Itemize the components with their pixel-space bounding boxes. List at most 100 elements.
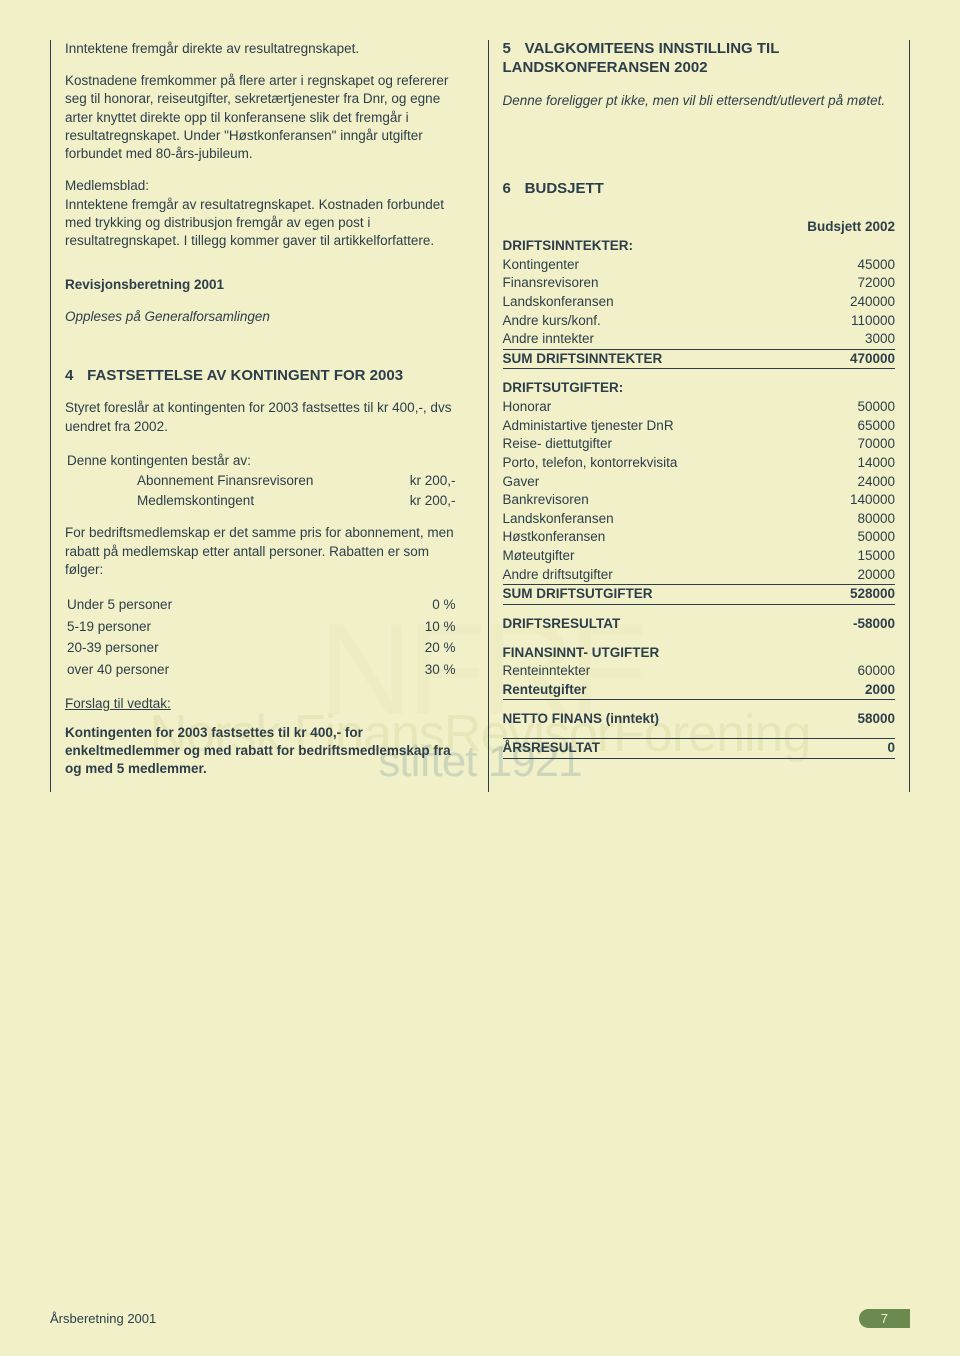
section-5-title: VALGKOMITEENS INNSTILLING TIL LANDSKONFE…: [503, 40, 780, 76]
rabatt-label-1: 5-19 personer: [67, 617, 366, 637]
table-row: Honorar50000: [503, 398, 896, 417]
forslag-label: Forslag til vedtak:: [65, 695, 458, 713]
year-result-v: 0: [764, 739, 895, 759]
table-row: Reise- diettutgifter70000: [503, 435, 896, 454]
table-row: Finansrevisoren72000: [503, 274, 896, 293]
inc-v-1: 72000: [764, 274, 895, 293]
left-p3: Medlemsblad: Inntektene fremgår av resul…: [65, 177, 458, 250]
expense-header: DRIFTSUTGIFTER:: [503, 369, 764, 398]
rabatt-pct-1: 10 %: [368, 617, 456, 637]
left-p3-body: Inntektene fremgår av resultatregnskapet…: [65, 197, 444, 248]
inc-v-2: 240000: [764, 293, 895, 312]
rabatt-label-3: over 40 personer: [67, 660, 366, 680]
exp-l-7: Høstkonferansen: [503, 528, 764, 547]
inc-l-2: Landskonferansen: [503, 293, 764, 312]
budget-table: Budsjett 2002 DRIFTSINNTEKTER: Kontingen…: [503, 218, 896, 758]
exp-l-6: Landskonferansen: [503, 510, 764, 529]
exp-v-7: 50000: [764, 528, 895, 547]
inc-sum-l: SUM DRIFTSINNTEKTER: [503, 349, 764, 369]
revisjon-body: Oppleses på Generalforsamlingen: [65, 308, 458, 326]
table-row: Andre kurs/konf.110000: [503, 312, 896, 331]
table-row: Renteutgifter2000: [503, 681, 896, 700]
expense-sum-row: SUM DRIFTSUTGIFTER528000: [503, 585, 896, 605]
rabatt-pct-3: 30 %: [368, 660, 456, 680]
main-content: Inntektene fremgår direkte av resultatre…: [50, 40, 910, 792]
section-4-title: FASTSETTELSE AV KONTINGENT FOR 2003: [87, 367, 403, 384]
forslag-body: Kontingenten for 2003 fastsettes til kr …: [65, 724, 458, 779]
section-6-num: 6: [503, 180, 521, 199]
page-footer: Årsberetning 2001 7: [50, 1309, 910, 1328]
inc-l-3: Andre kurs/konf.: [503, 312, 764, 331]
exp-l-1: Administartive tjenester DnR: [503, 417, 764, 436]
section-4-heading: 4 FASTSETTELSE AV KONTINGENT FOR 2003: [65, 367, 458, 386]
table-row: Gaver24000: [503, 473, 896, 492]
kontingent-table: Denne kontingenten består av: Abonnement…: [65, 450, 458, 513]
table-row: Porto, telefon, kontorrekvisita14000: [503, 454, 896, 473]
kont-amt-0: kr 200,-: [386, 472, 455, 490]
income-sum-row: SUM DRIFTSINNTEKTER470000: [503, 349, 896, 369]
fin-l-1: Renteutgifter: [503, 681, 764, 700]
spacer-row: [503, 700, 896, 710]
table-row: Kontingenter45000: [503, 256, 896, 275]
left-column: Inntektene fremgår direkte av resultatre…: [50, 40, 458, 792]
inc-sum-v: 470000: [764, 349, 895, 369]
table-row: Abonnement Finansrevisoren kr 200,-: [67, 472, 456, 490]
spacer-row: [503, 729, 896, 739]
exp-v-1: 65000: [764, 417, 895, 436]
exp-v-8: 15000: [764, 547, 895, 566]
section-5-num: 5: [503, 40, 521, 59]
table-row: Bankrevisoren140000: [503, 491, 896, 510]
kont-label-1: Medlemskontingent: [67, 492, 384, 510]
table-row: Landskonferansen80000: [503, 510, 896, 529]
table-row: 5-19 personer10 %: [67, 617, 456, 637]
net-fin-v: 58000: [764, 710, 895, 729]
exp-v-9: 20000: [764, 566, 895, 585]
table-row: Landskonferansen240000: [503, 293, 896, 312]
s5-body: Denne foreligger pt ikke, men vil bli et…: [503, 92, 896, 110]
left-p1: Inntektene fremgår direkte av resultatre…: [65, 40, 458, 58]
page-number-badge: 7: [859, 1309, 910, 1328]
section-4-num: 4: [65, 367, 83, 386]
s4-p2: Denne kontingenten består av:: [67, 452, 456, 470]
fin-l-0: Renteinntekter: [503, 662, 764, 681]
fin-v-0: 60000: [764, 662, 895, 681]
op-result-row: DRIFTSRESULTAT-58000: [503, 604, 896, 633]
exp-v-5: 140000: [764, 491, 895, 510]
kont-label-0: Abonnement Finansrevisoren: [67, 472, 384, 490]
budget-header-row: Budsjett 2002: [503, 218, 896, 237]
table-row: 20-39 personer20 %: [67, 638, 456, 658]
table-row: Medlemskontingent kr 200,-: [67, 492, 456, 510]
net-fin-row: NETTO FINANS (inntekt)58000: [503, 710, 896, 729]
right-column: 5 VALGKOMITEENS INNSTILLING TIL LANDSKON…: [488, 40, 911, 792]
income-header-row: DRIFTSINNTEKTER:: [503, 237, 896, 256]
table-row: Andre inntekter3000: [503, 330, 896, 349]
op-result-v: -58000: [764, 604, 895, 633]
year-result-l: ÅRSRESULTAT: [503, 739, 764, 759]
rabatt-label-0: Under 5 personer: [67, 595, 366, 615]
table-row: Renteinntekter60000: [503, 662, 896, 681]
inc-v-3: 110000: [764, 312, 895, 331]
section-6-heading: 6 BUDSJETT: [503, 180, 896, 199]
exp-l-4: Gaver: [503, 473, 764, 492]
rabatt-pct-2: 20 %: [368, 638, 456, 658]
section-6-title: BUDSJETT: [525, 180, 604, 197]
table-row: over 40 personer30 %: [67, 660, 456, 680]
fin-v-1: 2000: [764, 681, 895, 700]
inc-l-0: Kontingenter: [503, 256, 764, 275]
table-row: Andre driftsutgifter20000: [503, 566, 896, 585]
exp-sum-v: 528000: [764, 585, 895, 605]
net-fin-l: NETTO FINANS (inntekt): [503, 710, 764, 729]
rabatt-pct-0: 0 %: [368, 595, 456, 615]
section-5-heading: 5 VALGKOMITEENS INNSTILLING TIL LANDSKON…: [503, 40, 896, 78]
exp-v-0: 50000: [764, 398, 895, 417]
revisjon-title: Revisjonsberetning 2001: [65, 276, 458, 294]
exp-l-3: Porto, telefon, kontorrekvisita: [503, 454, 764, 473]
fin-header-row: FINANSINNT- UTGIFTER: [503, 634, 896, 663]
left-p3-head: Medlemsblad:: [65, 178, 149, 193]
exp-v-4: 24000: [764, 473, 895, 492]
exp-l-9: Andre driftsutgifter: [503, 566, 764, 585]
exp-l-2: Reise- diettutgifter: [503, 435, 764, 454]
exp-l-0: Honorar: [503, 398, 764, 417]
exp-v-2: 70000: [764, 435, 895, 454]
rabatt-label-2: 20-39 personer: [67, 638, 366, 658]
